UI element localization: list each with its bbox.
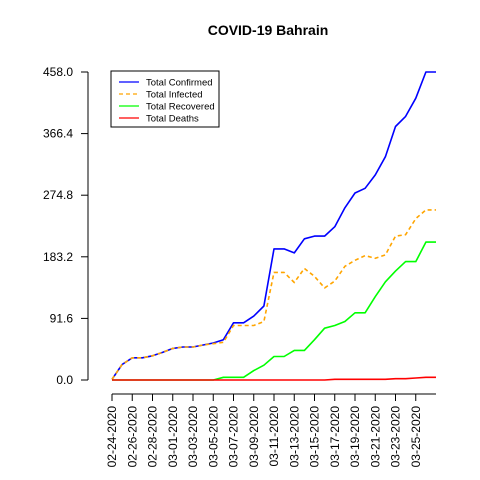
legend-label: Total Deaths (146, 114, 199, 125)
x-tick-label: 02-24-2020 (105, 406, 119, 468)
x-tick-label: 03-19-2020 (348, 406, 362, 468)
legend-label: Total Infected (146, 90, 203, 101)
y-tick-label: 458.0 (43, 65, 73, 79)
y-tick-label: 91.6 (50, 311, 74, 325)
x-tick-label: 03-23-2020 (389, 406, 403, 468)
x-tick-label: 03-05-2020 (206, 406, 220, 468)
x-tick-label: 03-07-2020 (227, 406, 241, 468)
series-line-4 (112, 376, 436, 381)
y-tick-label: 366.4 (43, 127, 73, 141)
y-tick-label: 0.0 (56, 373, 73, 387)
chart-title: COVID-19 Bahrain (208, 22, 329, 38)
y-tick-label: 274.8 (43, 188, 73, 202)
y-axis: 0.0 91.6 183.2 274.8 366.4 458.0 (43, 65, 89, 387)
x-tick-label: 02-28-2020 (146, 406, 160, 468)
x-tick-label: 03-17-2020 (328, 406, 342, 468)
x-tick-label: 03-01-2020 (166, 406, 180, 468)
legend-label: Total Confirmed (146, 78, 213, 89)
x-axis: 02-24-2020 02-26-2020 02-28-2020 03-01-2020… (105, 393, 436, 468)
x-tick-label: 03-15-2020 (308, 406, 322, 468)
y-tick-label: 183.2 (43, 250, 73, 264)
series-group (111, 71, 436, 381)
x-tick-label: 02-26-2020 (125, 406, 139, 468)
x-tick-label: 03-21-2020 (368, 406, 382, 468)
x-tick-label: 03-09-2020 (247, 406, 261, 468)
series-line-2 (111, 209, 436, 380)
x-tick-label: 03-13-2020 (287, 406, 301, 468)
series-line-3 (112, 241, 436, 381)
legend-label: Total Recovered (146, 102, 215, 113)
x-tick-label: 03-03-2020 (186, 406, 200, 468)
x-tick-label: 03-11-2020 (267, 406, 281, 467)
x-tick-label: 03-25-2020 (409, 406, 423, 468)
